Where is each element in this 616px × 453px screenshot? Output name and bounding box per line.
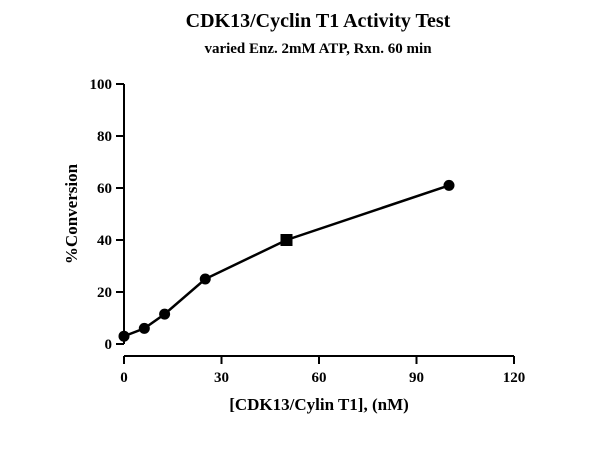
x-tick-label: 90 — [409, 370, 424, 386]
y-ticks: 0 20 40 60 80 100 — [90, 77, 124, 353]
data-point — [118, 330, 130, 342]
x-tick-label: 30 — [214, 370, 229, 386]
y-tick-label: 60 — [97, 181, 112, 197]
data-point — [138, 322, 150, 334]
data-point — [199, 273, 211, 285]
y-tick-label: 100 — [90, 77, 113, 93]
y-axis-title: %Conversion — [62, 163, 81, 264]
y-tick-label: 80 — [97, 129, 112, 145]
y-tick-label: 0 — [105, 337, 113, 353]
chart-subtitle: varied Enz. 2mM ATP, Rxn. 60 min — [204, 41, 432, 57]
x-axis-title: [CDK13/Cylin T1], (nM) — [229, 395, 409, 414]
data-point — [443, 179, 455, 191]
data-point-square — [280, 234, 293, 246]
chart-title: CDK13/Cyclin T1 Activity Test — [186, 10, 451, 32]
axes — [123, 84, 514, 357]
x-tick-label: 120 — [503, 370, 526, 386]
x-ticks: 0 30 60 90 120 — [120, 356, 525, 386]
y-tick-label: 40 — [97, 233, 112, 249]
data-point — [159, 308, 171, 320]
data-series — [118, 179, 455, 342]
y-tick-label: 20 — [97, 285, 112, 301]
x-tick-label: 0 — [120, 370, 128, 386]
x-tick-label: 60 — [312, 370, 327, 386]
series-line — [123, 184, 450, 338]
